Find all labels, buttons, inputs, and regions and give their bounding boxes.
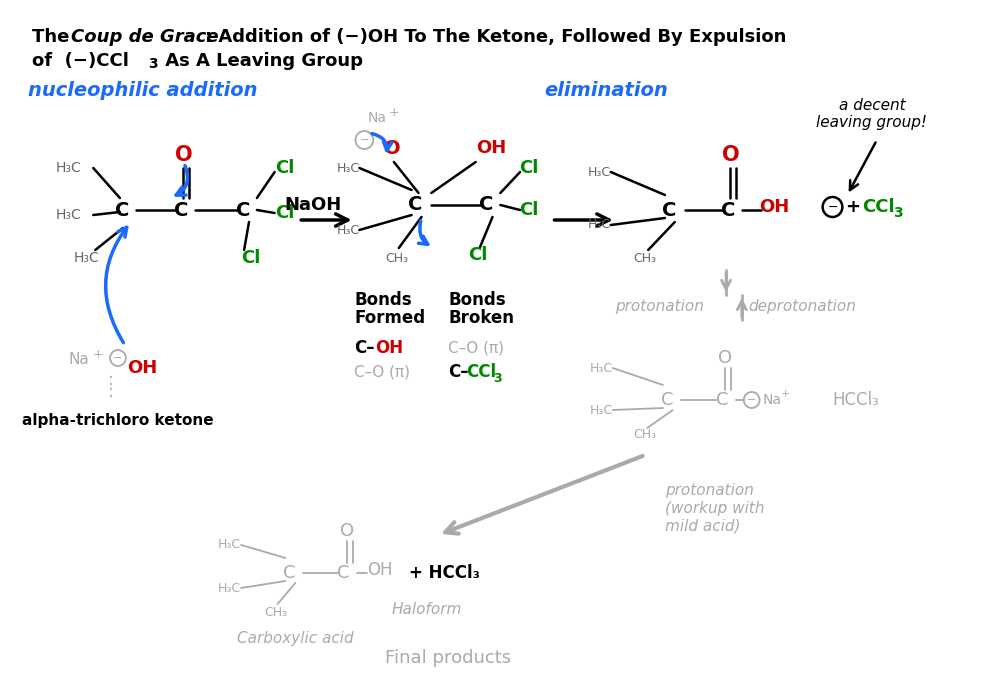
Text: C: C [236, 200, 250, 219]
Text: Bonds: Bonds [354, 291, 411, 309]
Text: OH: OH [475, 139, 506, 157]
Text: −: − [113, 353, 122, 363]
Text: Na: Na [68, 352, 89, 368]
Text: O: O [175, 145, 193, 165]
Text: C–: C– [447, 363, 468, 381]
Text: H₃C: H₃C [336, 223, 359, 237]
Text: + HCCl₃: + HCCl₃ [408, 564, 479, 582]
Text: Haloform: Haloform [391, 602, 461, 618]
Text: C–: C– [354, 339, 374, 357]
Text: Cl: Cl [241, 249, 260, 267]
Text: C: C [715, 391, 727, 409]
Text: C: C [660, 391, 672, 409]
Text: : Addition of (−)OH To The Ketone, Followed By Expulsion: : Addition of (−)OH To The Ketone, Follo… [205, 28, 785, 46]
Text: C: C [720, 200, 734, 219]
Text: C–O (π): C–O (π) [447, 341, 504, 355]
Text: protonation: protonation [615, 299, 704, 315]
Text: As A Leaving Group: As A Leaving Group [159, 52, 363, 70]
Text: a decent: a decent [838, 98, 905, 112]
Text: H₃C: H₃C [587, 218, 610, 232]
Text: C: C [337, 564, 349, 582]
Text: OH: OH [759, 198, 789, 216]
Text: Formed: Formed [354, 309, 425, 327]
Text: Final products: Final products [385, 649, 511, 667]
Text: elimination: elimination [544, 80, 667, 100]
Text: H₃C: H₃C [589, 403, 612, 417]
Text: +: + [780, 389, 789, 399]
Text: CCl: CCl [862, 198, 894, 216]
Text: Cl: Cl [519, 201, 538, 219]
Text: nucleophilic addition: nucleophilic addition [28, 80, 257, 100]
Text: alpha-trichloro ketone: alpha-trichloro ketone [22, 413, 214, 427]
Text: −: − [359, 135, 369, 145]
Text: (workup with: (workup with [664, 500, 763, 516]
Text: OH: OH [126, 359, 156, 377]
Text: +: + [92, 348, 103, 360]
Text: Cl: Cl [275, 159, 294, 177]
Text: Na: Na [367, 111, 386, 125]
Text: CH₃: CH₃ [633, 251, 656, 265]
Text: Bonds: Bonds [447, 291, 506, 309]
Text: CH₃: CH₃ [385, 251, 408, 265]
Text: O: O [721, 145, 739, 165]
Text: C: C [174, 200, 188, 219]
Text: mild acid): mild acid) [664, 519, 739, 533]
Text: C: C [283, 564, 295, 582]
Text: CCl: CCl [465, 363, 495, 381]
Text: H₃C: H₃C [336, 161, 359, 174]
Text: H₃C: H₃C [218, 581, 241, 595]
Text: +: + [846, 198, 867, 216]
Text: H₃C: H₃C [73, 251, 99, 265]
Text: HCCl₃: HCCl₃ [831, 391, 879, 409]
Text: C: C [114, 200, 129, 219]
Text: H₃C: H₃C [56, 208, 81, 222]
Text: Broken: Broken [447, 309, 514, 327]
Text: protonation: protonation [664, 482, 753, 498]
Text: 3: 3 [893, 206, 903, 220]
Text: C: C [478, 195, 493, 214]
Text: H₃C: H₃C [56, 161, 81, 175]
Text: C: C [408, 195, 422, 214]
Text: O: O [717, 349, 731, 367]
Text: Cl: Cl [519, 159, 538, 177]
Text: Cl: Cl [275, 204, 294, 222]
Text: −: − [826, 200, 837, 214]
Text: C–O (π): C–O (π) [354, 364, 410, 380]
Text: of  (−)CCl: of (−)CCl [32, 52, 129, 70]
Text: 3: 3 [492, 371, 502, 385]
Text: The: The [32, 28, 76, 46]
Text: CH₃: CH₃ [264, 605, 287, 618]
Text: 3: 3 [148, 57, 157, 71]
Text: Na: Na [761, 393, 780, 407]
Text: −: − [746, 395, 755, 405]
Text: C: C [661, 200, 675, 219]
Text: OH: OH [375, 339, 403, 357]
Text: H₃C: H₃C [218, 538, 241, 551]
Text: +: + [388, 105, 399, 119]
Text: deprotonation: deprotonation [748, 299, 856, 315]
Text: O: O [383, 138, 400, 158]
Text: :: : [108, 383, 113, 401]
Text: :: : [108, 371, 113, 389]
Text: Carboxylic acid: Carboxylic acid [237, 630, 353, 646]
Text: CH₃: CH₃ [633, 429, 656, 442]
Text: H₃C: H₃C [587, 165, 610, 179]
Text: H₃C: H₃C [589, 362, 612, 375]
Text: Coup de Grace: Coup de Grace [70, 28, 218, 46]
Text: O: O [339, 522, 353, 540]
Text: Cl: Cl [467, 246, 486, 264]
Text: NaOH: NaOH [284, 196, 341, 214]
Text: leaving group!: leaving group! [815, 114, 927, 130]
Text: OH: OH [367, 561, 392, 579]
